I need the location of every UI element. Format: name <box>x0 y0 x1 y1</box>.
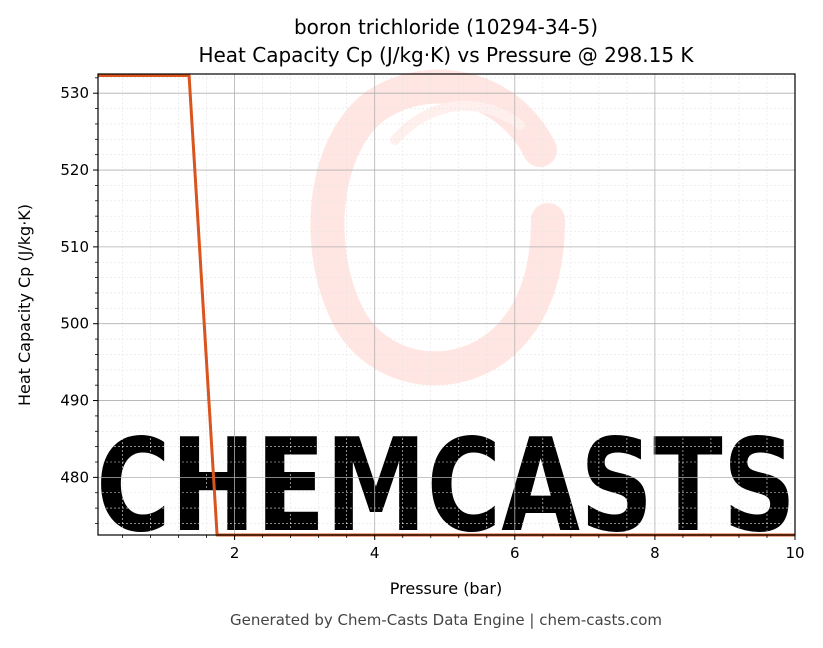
y-axis-label: Heat Capacity Cp (J/kg·K) <box>15 204 34 406</box>
y-axis-ticks: 480 490 500 510 520 530 <box>60 77 98 524</box>
chart-subtitle: Heat Capacity Cp (J/kg·K) vs Pressure @ … <box>198 43 694 67</box>
x-tick-label: 4 <box>370 544 380 562</box>
y-tick-label: 510 <box>60 238 89 256</box>
x-tick-label: 8 <box>650 544 660 562</box>
footer-credit: Generated by Chem-Casts Data Engine | ch… <box>230 611 662 629</box>
x-axis-ticks: 2 4 6 8 10 <box>122 535 805 562</box>
y-tick-label: 530 <box>60 84 89 102</box>
x-axis-label: Pressure (bar) <box>390 579 502 598</box>
x-tick-label: 2 <box>230 544 240 562</box>
y-tick-label: 490 <box>60 392 89 410</box>
minor-grid <box>98 74 795 535</box>
y-tick-label: 500 <box>60 315 89 333</box>
watermark-logo <box>310 69 565 386</box>
x-tick-label: 6 <box>510 544 520 562</box>
x-tick-label: 10 <box>785 544 804 562</box>
y-tick-label: 480 <box>60 468 89 486</box>
plot-frame <box>97 73 796 536</box>
chart-title: boron trichloride (10294-34-5) <box>294 15 598 39</box>
y-tick-label: 520 <box>60 161 89 179</box>
watermark-text: CHEMCASTS <box>96 412 796 561</box>
